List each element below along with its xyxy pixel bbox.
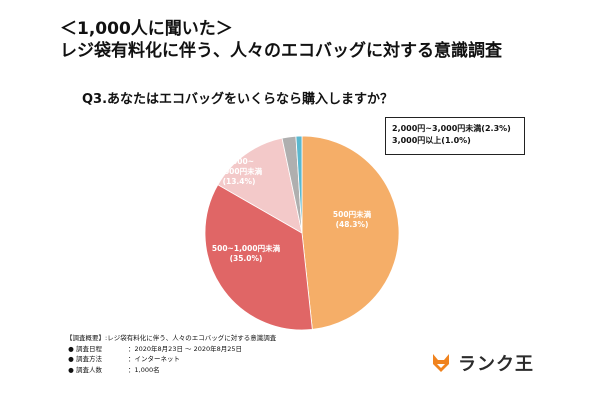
small-slices-note: 2,000円~3,000円未満(2.3%) 3,000円以上(1.0%) — [385, 117, 525, 155]
survey-method-value: ：インターネット — [128, 355, 180, 363]
survey-method-key: 調査方法 — [76, 355, 102, 363]
pie-label-0: 500円未満(48.3%) — [333, 209, 372, 229]
logo-text: ランク王 — [458, 354, 534, 375]
note-line-1: 2,000円~3,000円未満(2.3%) — [392, 124, 511, 133]
survey-heading-value: :レジ袋有料化に伴う、人々のエコバッグに対する意識調査 — [105, 334, 277, 342]
title-line-1: ＜1,000人に聞いた＞ — [60, 19, 233, 39]
pie-slice-4 — [295, 135, 303, 234]
survey-count-key: 調査人数 — [76, 365, 102, 374]
bullet-icon: ● — [68, 344, 74, 353]
survey-date-value: ：2020年8月23日 ～ 2020年8月25日 — [128, 344, 243, 353]
title-line-2: レジ袋有料化に伴う、人々のエコバッグに対する意識調査 — [60, 41, 502, 61]
bullet-icon: ● — [68, 355, 74, 363]
ranking-king-logo: ランク王 — [430, 350, 534, 376]
pie-label-2: 1,000~ 2,000円未満(13.4%) — [216, 157, 263, 186]
fox-logo-icon — [433, 354, 449, 372]
survey-overview: 【調査概要】 :レジ袋有料化に伴う、人々のエコバッグに対する意識調査 ● 調査日… — [66, 333, 276, 375]
note-line-2: 3,000円以上(1.0%) — [392, 136, 471, 145]
survey-heading-label: 【調査概要】 — [66, 334, 105, 342]
pie-slice-2 — [217, 137, 303, 234]
pie-slice-0 — [301, 135, 400, 330]
bullet-icon: ● — [68, 365, 74, 374]
question-text: Q3.あなたはエコバッグをいくらなら購入しますか？ — [82, 92, 394, 107]
survey-date-key: 調査日程 — [76, 344, 102, 353]
survey-count-value: ：1,000名 — [128, 365, 160, 374]
pie-slice-1 — [204, 184, 313, 331]
pie-label-1: 500~1,000円未満(35.0%) — [212, 243, 281, 263]
